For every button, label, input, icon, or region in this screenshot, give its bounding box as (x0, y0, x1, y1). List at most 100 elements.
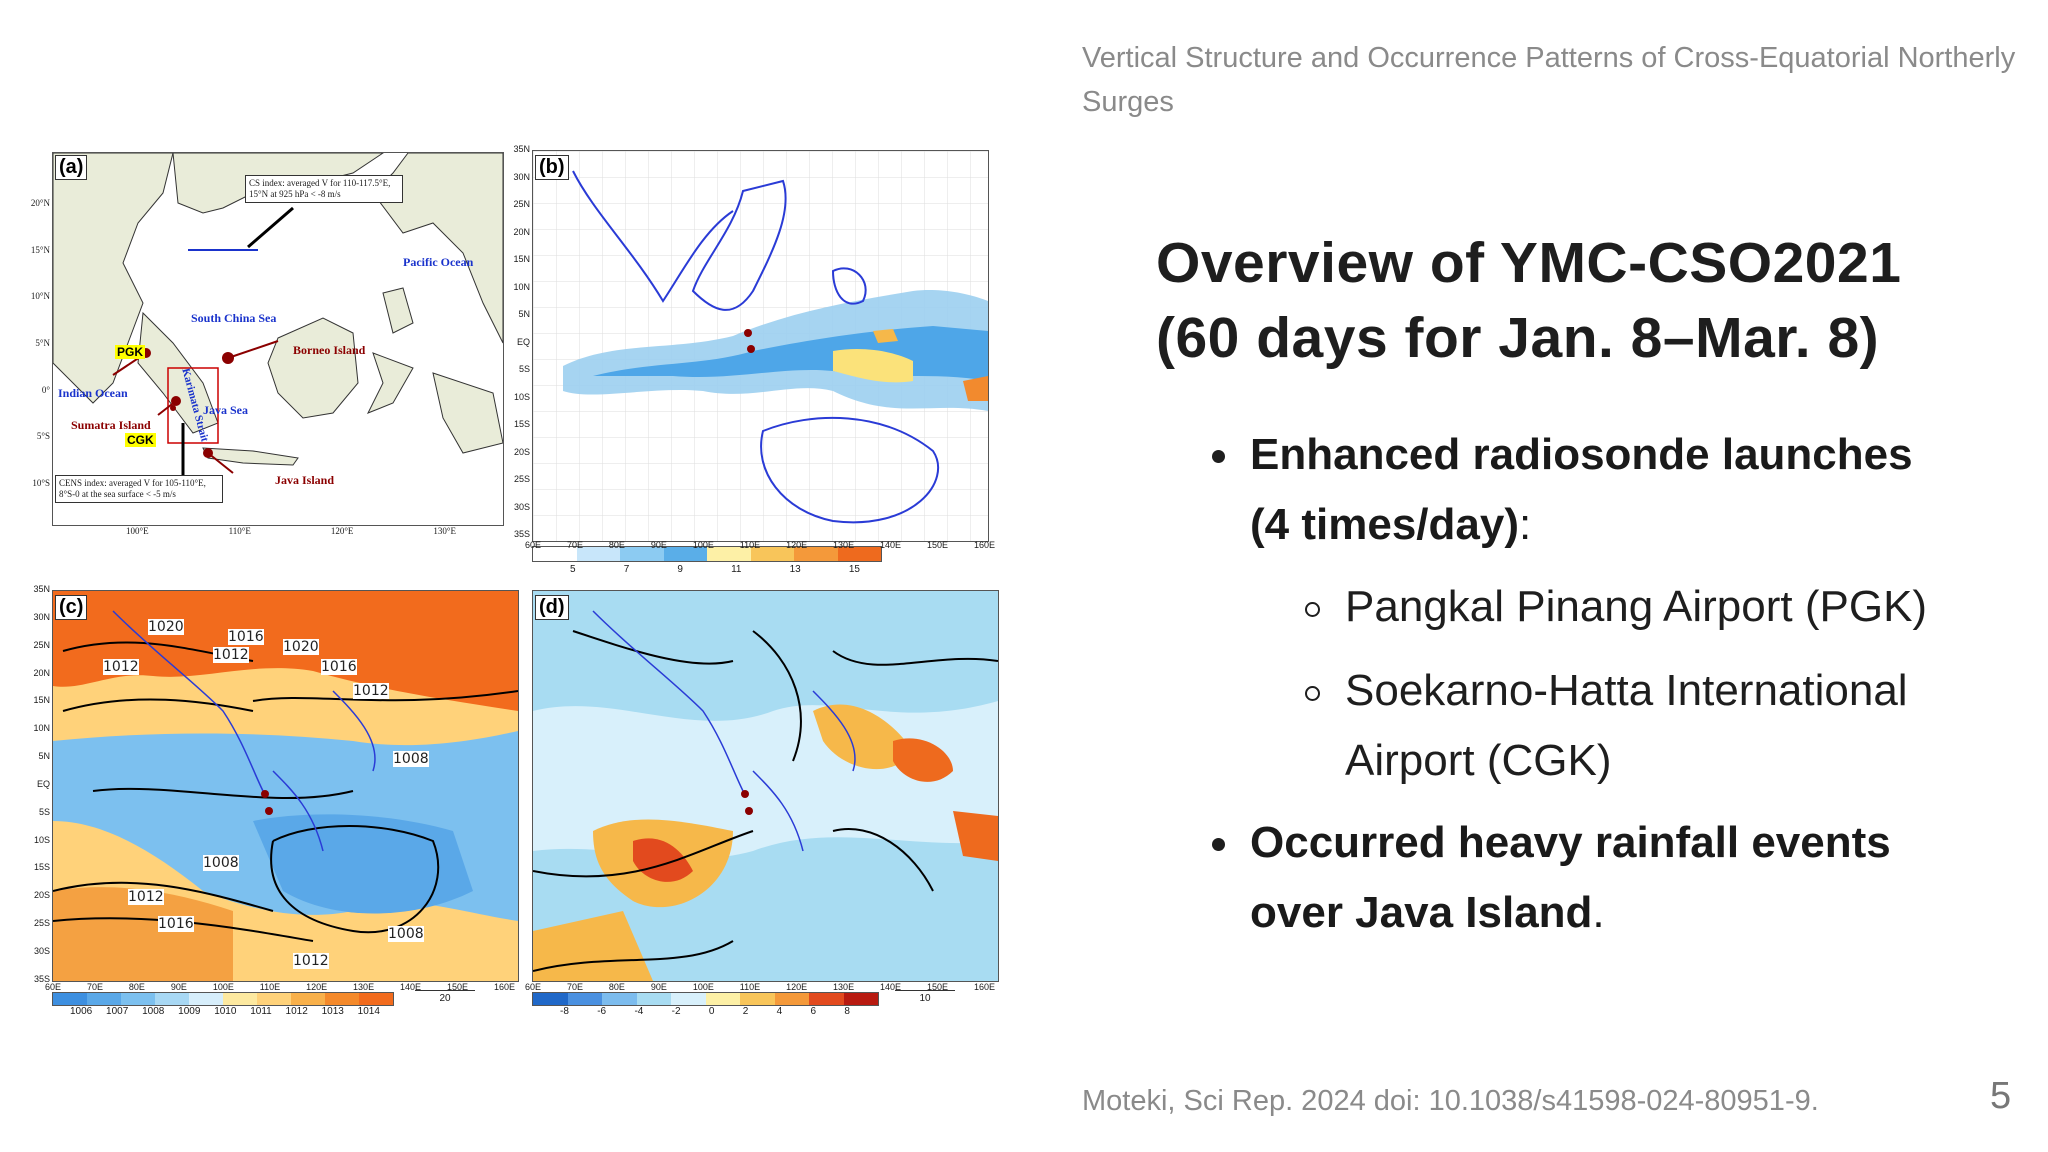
panel-a-lat-ticks: 20°N 15°N 10°N 5°N 0° 5°S 10°S (24, 198, 50, 488)
isobar-label: 1012 (103, 659, 139, 675)
lat-tick: 15N (33, 695, 50, 706)
isobar-label: 1012 (293, 953, 329, 969)
lon-tick: 80E (128, 982, 145, 992)
lon-tick: 100E (692, 540, 714, 550)
slide-heading-line1: Overview of YMC-CSO2021 (1156, 231, 1902, 295)
panel-c-colorbar (52, 992, 394, 1006)
lat-tick: 5S (518, 364, 530, 374)
bullet-radiosonde-bold2: (4 times/day) (1250, 500, 1519, 549)
lon-tick: 60E (45, 982, 62, 992)
subbullet-cgk: Soekarno-Hatta International Airport (CG… (1210, 656, 2010, 796)
lon-tick: 60E (525, 982, 542, 992)
isobar-label: 1016 (228, 629, 264, 645)
lat-tick: 20N (513, 226, 530, 237)
bullet-rainfall-bold2: over Java Island (1250, 888, 1593, 937)
lat-tick: 25S (33, 918, 50, 929)
lat-tick: 5S (38, 806, 50, 817)
lon-tick: 60E (525, 540, 542, 550)
lat-tick: 5N (518, 309, 530, 319)
panel-b-lon-ticks: 60E 70E 80E 90E 100E 110E 120E 130E 140E… (525, 540, 995, 550)
lon-tick: 90E (650, 982, 667, 992)
figure-composite: (a) CS index: averaged V for 110-117.5°E… (30, 140, 1030, 1020)
panel-d-vector-ref: 10 (895, 990, 955, 1004)
panel-d-colorbar-tick: -6 (597, 1006, 607, 1017)
lon-tick: 80E (608, 982, 625, 992)
page-number: 5 (1990, 1075, 2012, 1117)
lon-tick: 110E (739, 540, 761, 550)
panel-a-lon-tick: 120°E (330, 526, 354, 536)
isobar-label: 1016 (321, 659, 357, 675)
panel-a-lat-tick: 15°N (30, 244, 50, 255)
isobar-label: 1012 (213, 647, 249, 663)
panel-c-colorbar-tick: 1011 (250, 1006, 272, 1017)
lon-tick: 120E (306, 982, 328, 992)
lon-tick: 110E (259, 982, 281, 992)
panel-d-colorbar-tick: 4 (776, 1006, 783, 1017)
header-title: Vertical Structure and Occurrence Patter… (1082, 42, 2016, 118)
lon-tick: 130E (353, 982, 375, 992)
lat-tick: 10N (33, 723, 50, 734)
panel-d-colorbar-tick: -4 (634, 1006, 644, 1017)
panel-a-lon-tick: 100°E (126, 526, 149, 536)
panel-c-vector-ref: 20 (415, 990, 475, 1004)
panel-c-lat-ticks: 35N 30N 25N 20N 15N 10N 5N EQ 5S 10S 15S… (22, 584, 50, 984)
bullet-radiosonde-bold: Enhanced radiosonde launches (1250, 430, 1913, 479)
bullet-list: Enhanced radiosonde launches (4 times/da… (1210, 420, 2010, 948)
cens-index-box: CENS index: averaged V for 105-110°E, 8°… (55, 475, 223, 503)
lat-tick: 25N (33, 639, 50, 650)
panel-d-map: (d) (532, 590, 999, 982)
panel-d-colorbar-tick: -8 (560, 1006, 569, 1017)
panel-b-map: (b) (532, 150, 989, 542)
isobar-label: 1012 (353, 683, 389, 699)
lon-tick: 160E (973, 540, 995, 550)
lat-tick: 25N (513, 199, 530, 209)
panel-a-lat-tick: 20°N (30, 198, 50, 208)
lon-tick: 150E (926, 540, 949, 550)
lon-tick: 90E (170, 982, 187, 992)
lon-tick: 90E (650, 540, 667, 550)
panel-d-colorbar-tick: -2 (671, 1006, 681, 1017)
isobar-label: 1020 (148, 619, 184, 635)
panel-d-lon-ticks: 60E 70E 80E 90E 100E 110E 120E 130E 140E… (525, 982, 995, 992)
lat-tick: 35S (33, 973, 50, 984)
panel-b-colorbar-tick: 11 (731, 564, 742, 575)
lat-tick: 30S (33, 945, 50, 956)
panel-c-lon-ticks: 60E 70E 80E 90E 100E 110E 120E 130E 140E… (45, 982, 515, 992)
isobar-label: 1016 (158, 916, 194, 932)
panel-a-lon-ticks: 100°E 110°E 120°E 130°E (126, 526, 456, 536)
subbullet-cgk-text2: Airport (CGK) (1345, 736, 1612, 785)
panel-b-colorbar-tick: 9 (677, 564, 683, 575)
panel-c-colorbar-ticks: 1006 1007 1008 1009 1010 1011 1012 1013 … (70, 1006, 380, 1017)
label-borneo-island: Borneo Island (293, 343, 366, 357)
isobar-label: 1008 (393, 751, 429, 767)
lat-tick: 30S (513, 501, 530, 512)
lat-tick: 20N (33, 667, 50, 678)
label-south-china-sea: South China Sea (191, 311, 277, 325)
panel-b-colorbar-tick: 13 (789, 564, 801, 575)
panel-c-colorbar-tick: 1009 (178, 1006, 201, 1017)
lat-tick: 10S (513, 391, 530, 402)
lat-tick: 35N (513, 144, 530, 154)
isobar-label: 1020 (283, 639, 319, 655)
panel-d-colorbar-ticks: -8 -6 -4 -2 0 2 4 6 8 (560, 1006, 850, 1017)
panel-d-vector-ref-label: 10 (919, 993, 931, 1004)
panel-d-colorbar-tick: 6 (810, 1006, 817, 1017)
panel-d-colorbar-tick: 2 (742, 1006, 749, 1017)
lon-tick: 140E (400, 982, 422, 992)
panel-b-colorbar-tick: 5 (570, 564, 576, 575)
bullet-radiosonde-suffix: : (1518, 500, 1532, 549)
label-indian-ocean: Indian Ocean (58, 386, 128, 400)
lon-tick: 110E (739, 982, 761, 992)
panel-a-lon-tick: 130°E (433, 526, 456, 536)
lon-tick: 70E (86, 982, 103, 992)
panel-b-lat-ticks: 35N 30N 25N 20N 15N 10N 5N EQ 5S 10S 15S… (502, 144, 530, 539)
lat-tick: 20S (513, 446, 530, 457)
lat-tick: EQ (516, 336, 530, 347)
panel-a-map-svg (53, 153, 503, 525)
lon-tick: 130E (833, 540, 855, 550)
panel-d-label: (d) (535, 595, 569, 620)
lon-tick: 120E (786, 982, 808, 992)
panel-c-colorbar-tick: 1010 (214, 1006, 237, 1017)
footer-citation: Moteki, Sci Rep. 2024 doi: 10.1038/s4159… (1082, 1085, 1819, 1117)
subbullet-cgk-text: Soekarno-Hatta International (1345, 666, 1908, 715)
